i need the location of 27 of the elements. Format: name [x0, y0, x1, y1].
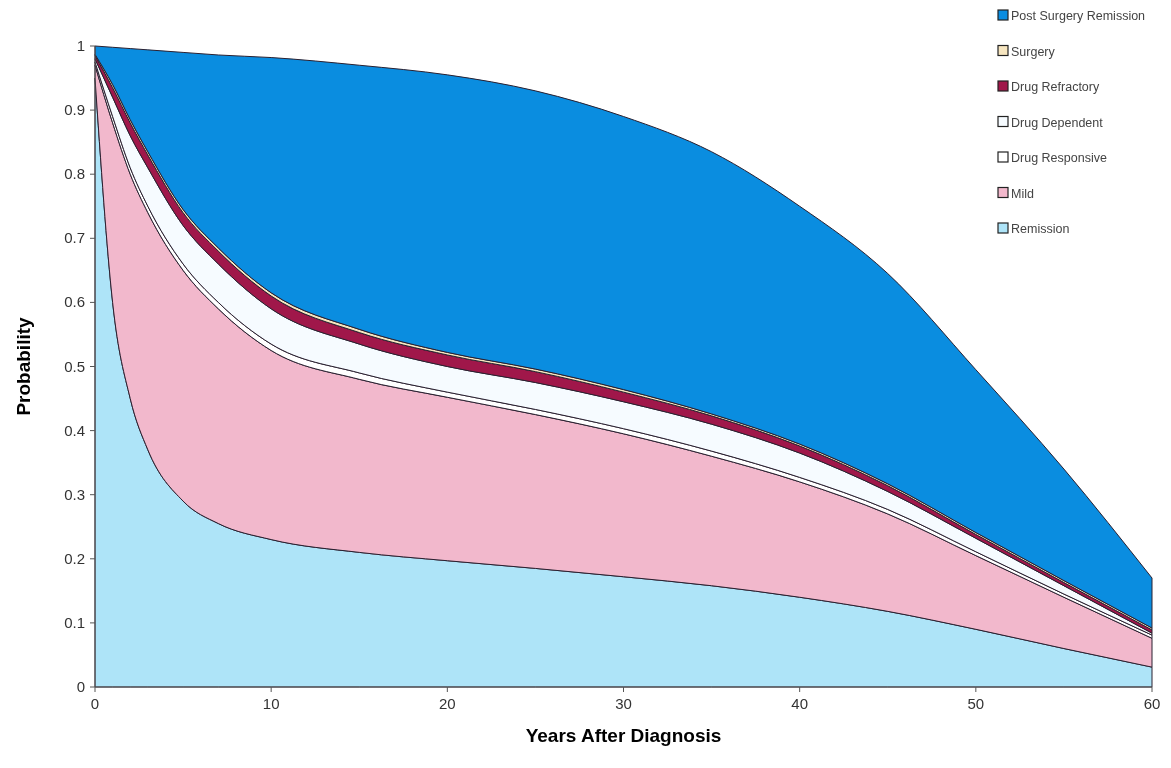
y-tick-label: 0.7 — [64, 229, 85, 247]
y-axis-title: Probability — [13, 316, 34, 416]
x-tick-label: 30 — [615, 695, 632, 712]
x-tick-label: 0 — [90, 695, 100, 712]
x-tick-label: 40 — [791, 695, 809, 712]
x-tick-label: 50 — [967, 695, 985, 712]
x-axis-title: Years After Diagnosis — [525, 725, 722, 746]
y-tick-label: 0.1 — [64, 613, 85, 631]
x-tick-label: 20 — [438, 695, 456, 712]
y-tick-label: 0.2 — [64, 549, 85, 567]
legend-label: Surgery — [1011, 44, 1056, 59]
x-tick-label: 10 — [262, 695, 280, 712]
legend-label: Mild — [1011, 186, 1034, 201]
y-tick-label: 0.4 — [64, 421, 85, 439]
y-tick-label: 0.3 — [64, 485, 85, 503]
y-tick-label: 1 — [76, 37, 85, 54]
legend-label: Drug Dependent — [1011, 115, 1104, 130]
x-tick-label: 60 — [1143, 695, 1161, 712]
y-tick-label: 0.9 — [64, 101, 85, 119]
legend-label: Post Surgery Remission — [1011, 9, 1146, 23]
y-tick-label: 0.8 — [64, 165, 85, 183]
y-tick-label: 0.6 — [64, 293, 85, 311]
y-tick-label: 0.5 — [64, 357, 85, 375]
y-tick-label: 0 — [76, 678, 85, 695]
legend-label: Drug Refractory — [1011, 80, 1100, 94]
legend-label: Remission — [1011, 222, 1070, 236]
legend-label: Drug Responsive — [1011, 151, 1107, 165]
